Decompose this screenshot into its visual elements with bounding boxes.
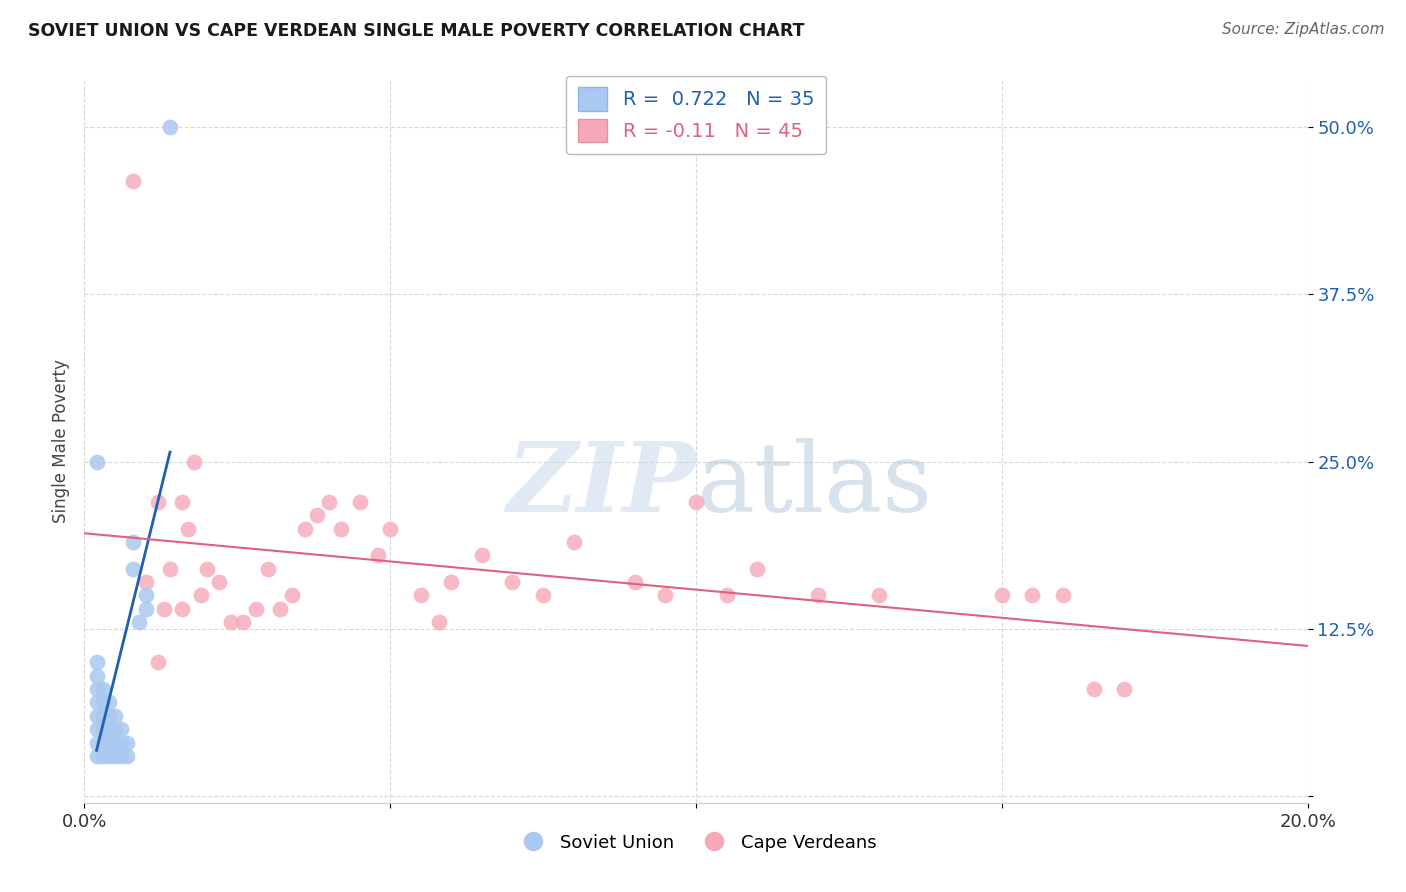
Point (153, 602, 176, 616)
Point (177, 521, 200, 535)
Point (97, 723, 120, 737)
Point (91, 708, 114, 723)
Point (159, 562, 181, 576)
Point (624, 575, 647, 590)
Point (86, 696, 108, 710)
Point (91, 723, 114, 737)
Point (807, 589, 830, 603)
Point (110, 749, 132, 764)
Point (471, 548, 494, 563)
Point (294, 521, 316, 535)
Point (257, 562, 280, 576)
Point (91, 681, 114, 696)
Point (531, 589, 554, 603)
Point (110, 735, 132, 749)
Point (104, 735, 127, 749)
Point (440, 575, 463, 590)
Point (502, 575, 524, 590)
Text: ZIP: ZIP (506, 438, 696, 532)
Point (86, 749, 108, 764)
Point (427, 615, 450, 630)
Point (245, 602, 267, 616)
Point (122, 562, 145, 576)
Point (104, 708, 127, 723)
Point (122, 535, 145, 549)
Point (135, 589, 157, 603)
Point (86, 681, 108, 696)
Point (349, 494, 371, 508)
Point (86, 735, 108, 749)
Point (172, 494, 194, 508)
Point (183, 455, 205, 469)
Point (190, 589, 212, 603)
Point (115, 735, 138, 749)
Point (1052, 589, 1074, 603)
Point (1021, 589, 1043, 603)
Point (562, 535, 585, 549)
Point (269, 602, 291, 616)
Point (654, 589, 676, 603)
Point (104, 723, 127, 737)
Point (869, 589, 891, 603)
Point (318, 494, 340, 508)
Point (146, 655, 169, 669)
Point (208, 575, 231, 590)
Point (367, 548, 389, 563)
Point (135, 575, 157, 590)
Point (128, 615, 150, 630)
Point (86, 708, 108, 723)
Point (146, 494, 169, 508)
Point (991, 589, 1014, 603)
Point (91, 696, 114, 710)
Legend: Soviet Union, Cape Verdeans: Soviet Union, Cape Verdeans (508, 826, 884, 859)
Point (86, 655, 108, 669)
Text: SOVIET UNION VS CAPE VERDEAN SINGLE MALE POVERTY CORRELATION CHART: SOVIET UNION VS CAPE VERDEAN SINGLE MALE… (28, 22, 804, 40)
Point (409, 589, 432, 603)
Point (1083, 681, 1105, 696)
Point (135, 602, 157, 616)
Point (97, 708, 120, 723)
Point (110, 723, 132, 737)
Point (380, 521, 402, 535)
Point (305, 508, 328, 523)
Point (97, 735, 120, 749)
Point (91, 735, 114, 749)
Point (91, 749, 114, 764)
Text: atlas: atlas (696, 438, 932, 532)
Text: Source: ZipAtlas.com: Source: ZipAtlas.com (1222, 22, 1385, 37)
Point (115, 749, 138, 764)
Point (97, 749, 120, 764)
Point (195, 562, 218, 576)
Point (281, 589, 304, 603)
Point (1114, 681, 1136, 696)
Point (104, 749, 127, 764)
Point (159, 120, 181, 135)
Point (172, 602, 194, 616)
Point (86, 455, 108, 469)
Point (86, 669, 108, 683)
Point (747, 562, 769, 576)
Point (716, 589, 738, 603)
Y-axis label: Single Male Poverty: Single Male Poverty (52, 359, 70, 524)
Point (232, 615, 254, 630)
Point (97, 696, 120, 710)
Point (219, 615, 242, 630)
Point (122, 173, 145, 188)
Point (685, 494, 707, 508)
Point (86, 723, 108, 737)
Point (330, 521, 353, 535)
